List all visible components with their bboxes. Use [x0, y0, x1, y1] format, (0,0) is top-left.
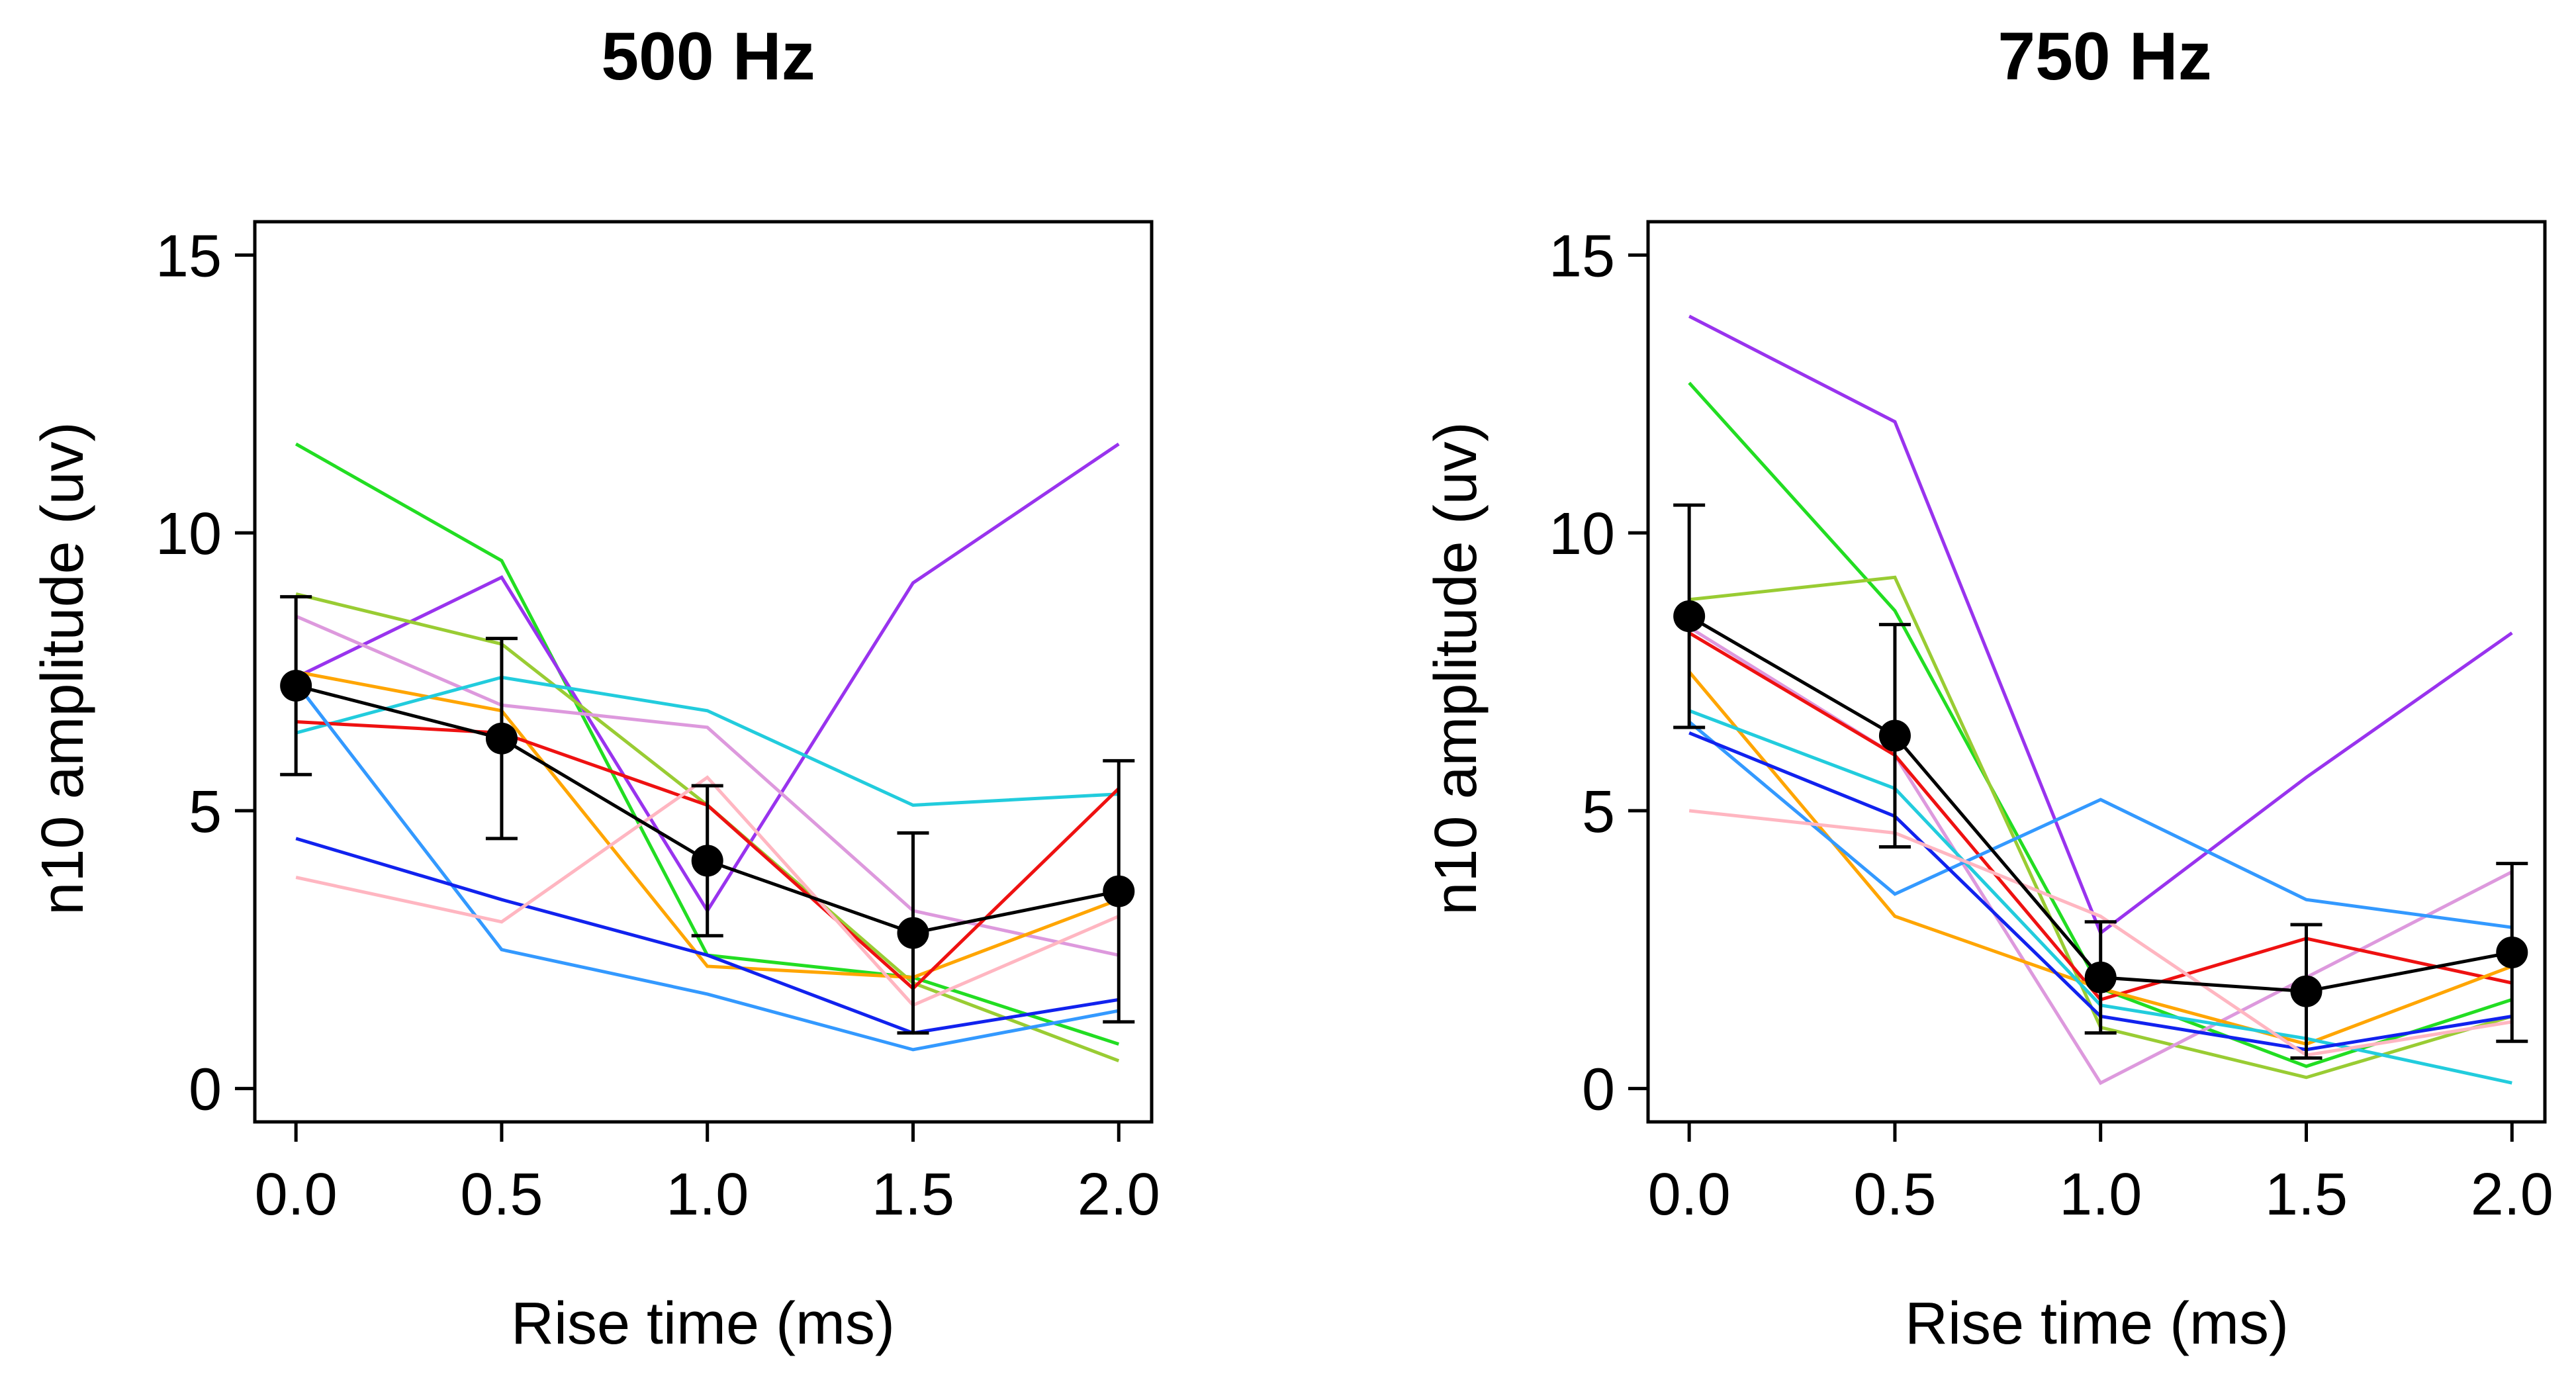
plot-frame	[1646, 220, 2547, 1124]
y-axis-label: n10 amplitude (uv)	[30, 422, 96, 915]
series-line-subject-cyan	[295, 675, 1119, 807]
y-tick-label: 10	[1549, 501, 1615, 567]
x-tick-label: 0.0	[1648, 1162, 1731, 1228]
mean-point	[691, 845, 723, 877]
series-line-subject-pink	[295, 775, 1120, 1007]
panel-750hz: 750 Hz 0 5 10 15 0.0 0.5 1.0 1.5 2.0 Rise time …	[1423, 19, 2553, 1357]
y-tick-label: 0	[189, 1057, 222, 1123]
x-tick-label: 2.0	[1078, 1162, 1160, 1228]
y-axis-label: n10 amplitude (uv)	[1423, 422, 1489, 915]
series-line-subject-skyblue	[1688, 720, 2512, 929]
x-tick-label: 0.5	[1853, 1162, 1936, 1228]
series-line-subject-skyblue	[295, 682, 1119, 1052]
mean-point	[1673, 600, 1706, 633]
series-line-subject-blue	[295, 837, 1119, 1035]
y-axis-ticks: 0 5 10 15	[156, 223, 255, 1123]
x-tick-label: 1.0	[2059, 1162, 2142, 1228]
y-tick-label: 5	[1582, 779, 1615, 845]
y-tick-label: 0	[1582, 1057, 1615, 1123]
x-axis-ticks: 0.0 0.5 1.0 1.5 2.0	[255, 1122, 1160, 1228]
data-marks	[1673, 314, 2528, 1085]
mean-point	[485, 722, 518, 755]
plot-frame	[253, 220, 1154, 1124]
x-axis-ticks: 0.0 0.5 1.0 1.5 2.0	[1648, 1122, 2553, 1228]
mean-point	[2290, 975, 2323, 1007]
y-tick-label: 5	[189, 779, 222, 845]
x-tick-label: 0.0	[255, 1162, 338, 1228]
chart-title: 500 Hz	[601, 19, 815, 94]
y-axis-ticks: 0 5 10 15	[1549, 223, 1648, 1123]
y-tick-label: 15	[156, 223, 222, 289]
mean-point	[897, 917, 929, 949]
series-line-subject-violet	[295, 614, 1119, 957]
x-tick-label: 1.5	[2265, 1162, 2348, 1228]
x-tick-label: 0.5	[460, 1162, 543, 1228]
mean-point	[2084, 961, 2117, 993]
x-tick-label: 2.0	[2471, 1162, 2553, 1228]
x-axis-label: Rise time (ms)	[511, 1291, 895, 1357]
data-marks	[280, 442, 1135, 1062]
series-line-subject-orange	[295, 670, 1120, 980]
mean-point	[280, 669, 312, 702]
series-line-subject-pink	[1688, 809, 2512, 1057]
mean-point	[1103, 875, 1135, 907]
x-axis-label: Rise time (ms)	[1905, 1291, 2289, 1357]
x-tick-label: 1.5	[872, 1162, 954, 1228]
mean-point	[1878, 719, 1911, 752]
y-tick-label: 10	[156, 501, 222, 567]
y-tick-label: 15	[1549, 223, 1615, 289]
panel-500hz: 500 Hz 0 5 10 15 0.0 0.5 1.0 1.5 2.0 Rise time …	[30, 19, 1160, 1357]
mean-point	[2496, 936, 2528, 968]
series-line-subject-purple	[1688, 314, 2513, 936]
x-tick-label: 1.0	[666, 1162, 749, 1228]
chart-title: 750 Hz	[1998, 19, 2211, 94]
